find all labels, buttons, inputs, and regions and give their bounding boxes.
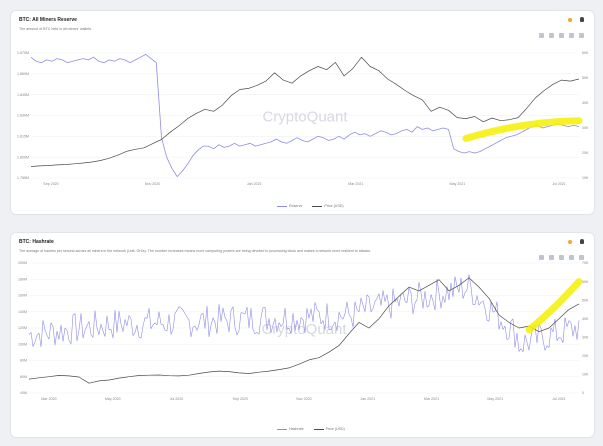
x-tick-label: Mar 2020 — [41, 397, 56, 401]
reset-icon[interactable] — [579, 33, 584, 38]
y-left-tick-label: 120M — [18, 326, 27, 330]
chart-subtitle: The amount of BTC held in all miners' wa… — [19, 27, 91, 31]
legend-price[interactable]: Price (USD) — [313, 427, 345, 431]
x-tick-label: Jan 2021 — [247, 182, 262, 186]
hashrate-series-line — [28, 274, 580, 353]
y-right-tick-label: 40K — [582, 317, 589, 321]
y-right-tick-label: 10K — [582, 373, 589, 377]
y-right-tick-label: 20K — [582, 151, 589, 155]
y-right-tick-label: 10K — [582, 176, 589, 180]
legend-hashrate-label: Hashrate — [289, 427, 304, 431]
legend-price[interactable]: Price (USD) — [312, 204, 344, 208]
chart-toolbar — [539, 255, 584, 260]
y-right-tick-label: 0 — [582, 391, 584, 395]
grid-icon[interactable] — [569, 33, 574, 38]
card-header-icons — [568, 239, 584, 244]
price-series-line — [30, 56, 580, 167]
y-left-tick-label: 60M — [20, 375, 27, 379]
highlight-marker — [462, 117, 583, 142]
y-left-tick-label: 1.860M — [17, 72, 29, 76]
y-left-tick-label: 1.800M — [17, 155, 29, 159]
y-left-tick-label: 180M — [18, 277, 27, 281]
chart-title: BTC: All Miners Reserve — [19, 17, 77, 23]
hashrate-card: BTC: Hashrate The average of hashes per … — [10, 232, 595, 438]
x-tick-label: Nov 2020 — [145, 182, 160, 186]
y-left-tick-label: 1.875M — [17, 51, 29, 55]
watermark: CryptoQuant — [262, 109, 348, 126]
y-right-tick-label: 40K — [582, 101, 589, 105]
x-tick-label: Mar 2021 — [424, 397, 439, 401]
legend-reserve[interactable]: Reserve — [277, 204, 302, 208]
x-tick-label: Mar 2021 — [348, 182, 363, 186]
y-left-tick-label: 1.845M — [17, 93, 29, 97]
x-tick-label: Jan 2021 — [360, 397, 375, 401]
chart-toolbar — [539, 33, 584, 38]
zoom-icon[interactable] — [549, 255, 554, 260]
chart-legend: Reserve Price (USD) — [277, 204, 344, 208]
reset-icon[interactable] — [579, 255, 584, 260]
card-header-icons — [568, 17, 584, 22]
x-tick-label: May 2021 — [487, 397, 503, 401]
y-right-tick-label: 60K — [582, 280, 589, 284]
expand-icon[interactable] — [559, 255, 564, 260]
chart-title: BTC: Hashrate — [19, 239, 54, 245]
grid-icon[interactable] — [569, 255, 574, 260]
y-left-tick-label: 100M — [18, 342, 27, 346]
y-left-tick-label: 80M — [20, 359, 27, 363]
legend-reserve-label: Reserve — [289, 204, 303, 208]
legend-price-label: Price (USD) — [325, 427, 345, 431]
y-left-tick-label: 200M — [18, 261, 27, 265]
miners-reserve-card: BTC: All Miners Reserve The amount of BT… — [10, 10, 595, 215]
y-left-tick-label: 160M — [18, 294, 27, 298]
status-dot-icon — [568, 239, 572, 244]
y-right-tick-label: 20K — [582, 354, 589, 358]
x-tick-label: Sep 2020 — [233, 397, 248, 401]
status-dot-icon — [568, 17, 572, 22]
legend-price-label: Price (USD) — [324, 204, 344, 208]
chart-subtitle: The average of hashes per second across … — [19, 249, 372, 253]
bell-icon[interactable] — [580, 239, 584, 244]
camera-icon[interactable] — [539, 255, 544, 260]
legend-hashrate[interactable]: Hashrate — [277, 427, 304, 431]
y-right-tick-label: 30K — [582, 335, 589, 339]
y-right-tick-label: 60K — [582, 51, 589, 55]
reserve-chart-svg: 1.875M 1.860M 1.845M 1.830M 1.815M 1.800M 1.78… — [17, 51, 589, 186]
y-left-tick-label: 1.785M — [17, 176, 29, 180]
x-tick-label: Jul 2021 — [552, 397, 566, 401]
x-tick-label: Jul 2021 — [552, 182, 566, 186]
y-left-tick-label: 1.830M — [17, 114, 29, 118]
bell-icon[interactable] — [580, 17, 584, 22]
y-left-tick-label: 40M — [20, 391, 27, 395]
zoom-icon[interactable] — [549, 33, 554, 38]
y-right-tick-label: 30K — [582, 126, 589, 130]
highlight-marker — [525, 278, 583, 334]
price-series-line — [28, 277, 580, 384]
hashrate-chart-svg: 200M 180M 160M 140M 120M 100M 80M 60M 40M 70K 60K 5… — [18, 261, 589, 401]
x-tick-label: Jul 2020 — [170, 397, 184, 401]
y-left-tick-label: 1.815M — [17, 135, 29, 139]
y-left-tick-label: 140M — [18, 310, 27, 314]
x-tick-label: May 2021 — [450, 182, 466, 186]
x-tick-label: May 2020 — [105, 397, 121, 401]
expand-icon[interactable] — [559, 33, 564, 38]
y-right-tick-label: 50K — [582, 298, 589, 302]
y-right-tick-label: 50K — [582, 76, 589, 80]
x-tick-label: Nov 2020 — [296, 397, 311, 401]
y-right-tick-label: 70K — [582, 261, 589, 265]
chart-legend: Hashrate Price (USD) — [277, 427, 345, 431]
x-tick-label: Sep 2020 — [43, 182, 58, 186]
camera-icon[interactable] — [539, 33, 544, 38]
reserve-series-line — [30, 54, 580, 178]
